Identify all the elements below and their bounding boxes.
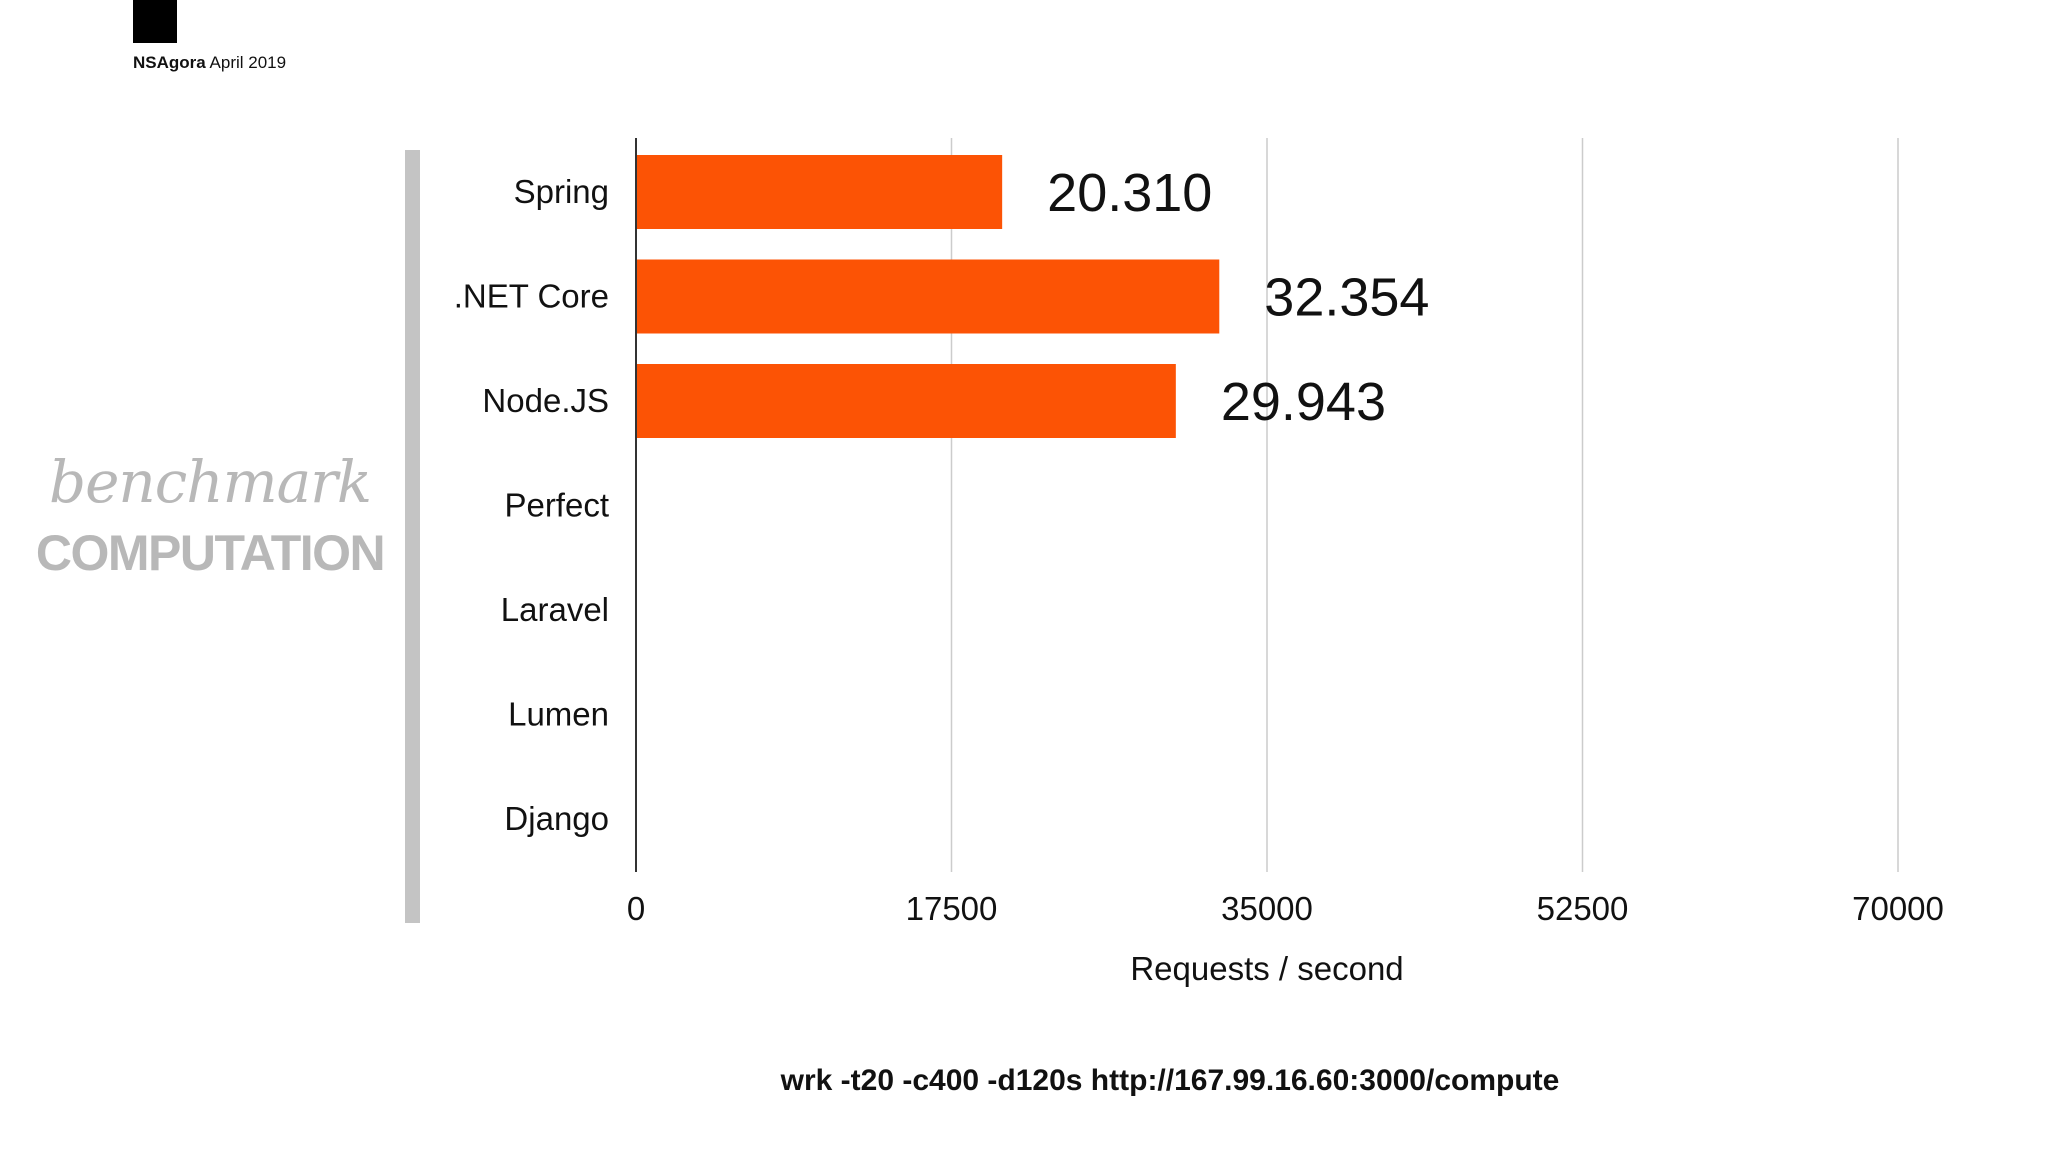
x-tick-label-1: 17500	[906, 890, 998, 927]
category-label-6: Django	[504, 800, 609, 837]
data-label-2: 29.943	[1221, 372, 1386, 432]
bar-2	[636, 364, 1176, 438]
side-divider-bar	[405, 150, 420, 923]
data-label-1: 32.354	[1264, 268, 1429, 328]
x-tick-label-4: 70000	[1852, 890, 1944, 927]
x-tick-label-0: 0	[627, 890, 645, 927]
category-label-5: Lumen	[508, 696, 609, 733]
category-label-4: Laravel	[501, 591, 609, 628]
bar-chart: 20.310 Spring 32.354 .NET Core 29.943 Node.JS…	[454, 138, 1944, 987]
slide-title-script: benchmark	[48, 448, 372, 516]
category-label-2: Node.JS	[482, 382, 609, 419]
brand-name: NSAgora	[133, 53, 206, 72]
logo-square	[133, 0, 177, 43]
data-label-0: 20.310	[1047, 163, 1212, 223]
x-tick-label-2: 35000	[1221, 890, 1313, 927]
category-label-1: .NET Core	[454, 278, 609, 315]
bar-0	[636, 155, 1003, 229]
header-date: April 2019	[209, 53, 287, 72]
bar-1	[636, 259, 1220, 334]
benchmark-command: wrk -t20 -c400 -d120s http://167.99.16.6…	[780, 1064, 1560, 1097]
x-axis-title: Requests / second	[1130, 950, 1403, 987]
slide-title-main: COMPUTATION	[35, 525, 386, 581]
x-tick-label-3: 52500	[1537, 890, 1629, 927]
category-label-0: Spring	[514, 173, 609, 210]
slide-header: NSAgora April 2019	[133, 53, 286, 73]
category-label-3: Perfect	[504, 487, 609, 524]
